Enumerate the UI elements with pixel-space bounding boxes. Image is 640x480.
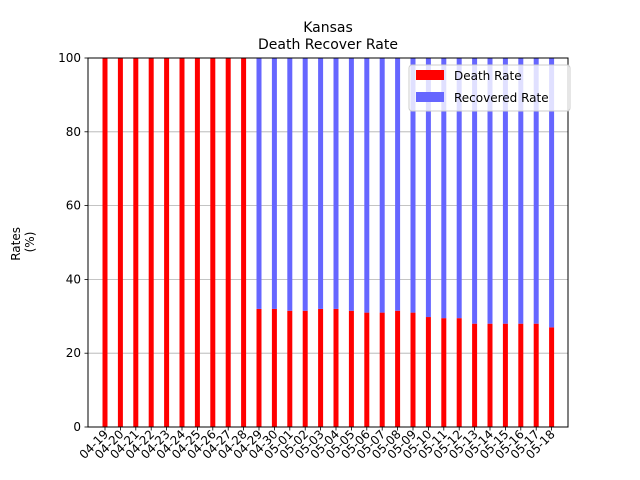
legend-label-death-rate: Death Rate bbox=[454, 69, 522, 83]
bar-death-rate bbox=[441, 318, 447, 427]
bar-death-rate bbox=[210, 58, 216, 427]
bar-death-rate bbox=[379, 312, 385, 427]
bar-recovered-rate bbox=[502, 58, 508, 324]
bar-death-rate bbox=[502, 323, 508, 427]
bar-recovered-rate bbox=[533, 58, 539, 324]
bar-recovered-rate bbox=[256, 58, 262, 309]
bar-recovered-rate bbox=[318, 58, 324, 309]
y-axis-label: Rates (%) bbox=[9, 223, 37, 261]
bar-death-rate bbox=[318, 308, 324, 427]
bar-death-rate bbox=[549, 327, 555, 427]
bar-death-rate bbox=[410, 312, 416, 427]
bar-death-rate bbox=[102, 58, 108, 427]
bar-death-rate bbox=[287, 310, 293, 427]
gridlines bbox=[88, 131, 568, 354]
bar-death-rate bbox=[148, 58, 154, 427]
bar-recovered-rate bbox=[410, 58, 416, 313]
bar-death-rate bbox=[333, 308, 339, 427]
legend-swatch-death-rate bbox=[416, 70, 444, 80]
y-tick-label: 60 bbox=[66, 199, 81, 213]
bar-death-rate bbox=[271, 308, 277, 427]
bar-death-rate bbox=[194, 58, 200, 427]
legend-box bbox=[408, 64, 571, 112]
bar-recovered-rate bbox=[441, 58, 447, 319]
bar-recovered-rate bbox=[287, 58, 293, 311]
legend: Death Rate Recovered Rate bbox=[408, 64, 571, 112]
bar-recovered-rate bbox=[518, 58, 524, 324]
bar-death-rate bbox=[518, 323, 524, 427]
bar-death-rate bbox=[456, 318, 462, 427]
y-tick-label: 80 bbox=[66, 125, 81, 139]
plot-frame bbox=[87, 57, 569, 428]
bar-death-rate bbox=[179, 58, 185, 427]
bar-recovered-rate bbox=[271, 58, 277, 309]
bar-recovered-rate bbox=[302, 58, 308, 311]
bar-recovered-rate bbox=[333, 58, 339, 309]
chart-title: Kansas bbox=[303, 20, 353, 36]
y-tick-label: 0 bbox=[73, 420, 81, 434]
bar-death-rate bbox=[364, 312, 370, 427]
legend-swatch-recovered-rate bbox=[416, 92, 444, 102]
chart-subtitle: Death Recover Rate bbox=[258, 37, 398, 53]
bar-recovered-rate bbox=[549, 58, 555, 328]
bars bbox=[102, 58, 555, 427]
bar-death-rate bbox=[117, 58, 123, 427]
bar-death-rate bbox=[533, 323, 539, 427]
bar-recovered-rate bbox=[487, 58, 493, 324]
bar-death-rate bbox=[302, 310, 308, 427]
bar-death-rate bbox=[164, 58, 170, 427]
bar-death-rate bbox=[472, 323, 478, 427]
bar-death-rate bbox=[487, 323, 493, 427]
bar-recovered-rate bbox=[456, 58, 462, 319]
bar-recovered-rate bbox=[472, 58, 478, 324]
y-tick-label: 40 bbox=[66, 272, 81, 286]
bar-death-rate bbox=[256, 308, 262, 427]
bar-death-rate bbox=[225, 58, 231, 427]
bar-recovered-rate bbox=[425, 58, 431, 318]
bar-death-rate bbox=[395, 310, 401, 427]
y-tick-label: 20 bbox=[66, 346, 81, 360]
bar-death-rate bbox=[425, 317, 431, 427]
bar-recovered-rate bbox=[395, 58, 401, 311]
bar-death-rate bbox=[133, 58, 139, 427]
x-axis: 04-1904-2004-2104-2204-2304-2404-2504-26… bbox=[77, 427, 558, 462]
y-axis: 0 20 40 60 80 100 bbox=[58, 51, 88, 434]
bar-death-rate bbox=[348, 310, 354, 427]
y-tick-label: 100 bbox=[58, 51, 81, 65]
bar-death-rate bbox=[241, 58, 247, 427]
bar-recovered-rate bbox=[364, 58, 370, 313]
legend-label-recovered-rate: Recovered Rate bbox=[454, 91, 549, 105]
bar-recovered-rate bbox=[348, 58, 354, 311]
bar-recovered-rate bbox=[379, 58, 385, 313]
